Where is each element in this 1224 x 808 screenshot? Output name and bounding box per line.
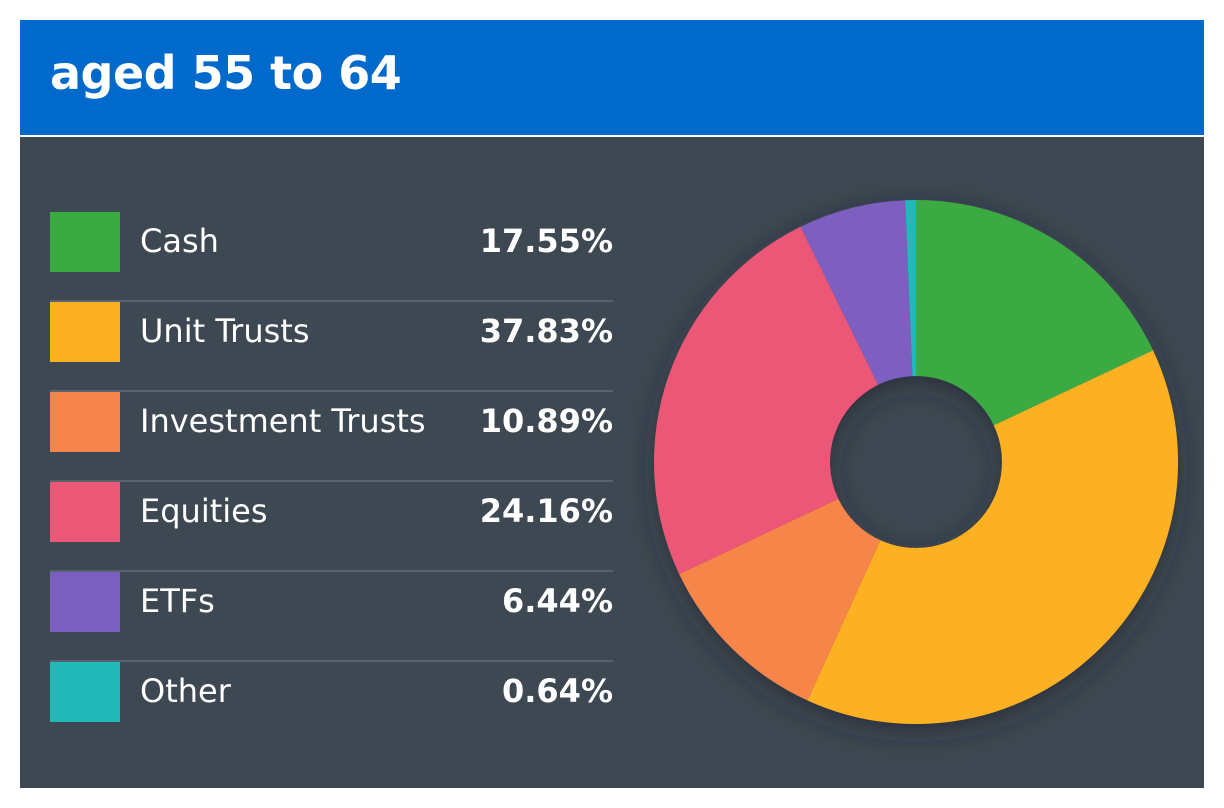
pie-slice-unit-trusts bbox=[807, 350, 1178, 724]
legend-value-unit-trusts: 37.83% bbox=[479, 312, 613, 350]
legend-label-other: Other bbox=[140, 672, 231, 710]
pie-slice-investment-trusts bbox=[679, 498, 881, 701]
card-header: aged 55 to 64 bbox=[20, 20, 1204, 137]
legend-value-investment-trusts: 10.89% bbox=[479, 402, 613, 440]
divider bbox=[50, 660, 613, 662]
legend-value-etfs: 6.44% bbox=[501, 582, 613, 620]
pie-slice-equities bbox=[654, 226, 879, 575]
page-title: aged 55 to 64 bbox=[50, 46, 402, 100]
legend-value-cash: 17.55% bbox=[479, 222, 613, 260]
legend-item-etfs: ETFs 6.44% bbox=[50, 572, 613, 662]
legend: Cash 17.55% Unit Trusts 37.83% Investmen… bbox=[50, 212, 613, 752]
pie-slice-other bbox=[905, 200, 916, 377]
legend-item-other: Other 0.64% bbox=[50, 662, 613, 752]
legend-swatch-investment-trusts bbox=[50, 392, 120, 452]
legend-label-investment-trusts: Investment Trusts bbox=[140, 402, 426, 440]
pie-slice-etfs bbox=[800, 200, 913, 385]
legend-label-equities: Equities bbox=[140, 492, 268, 530]
legend-label-cash: Cash bbox=[140, 222, 219, 260]
divider bbox=[50, 300, 613, 302]
donut-slices bbox=[654, 200, 1178, 724]
legend-item-investment-trusts: Investment Trusts 10.89% bbox=[50, 392, 613, 482]
legend-swatch-other bbox=[50, 662, 120, 722]
divider bbox=[50, 570, 613, 572]
legend-item-cash: Cash 17.55% bbox=[50, 212, 613, 302]
chart-card: aged 55 to 64 Cash 17.55% Unit Trusts 37… bbox=[20, 20, 1204, 788]
legend-value-other: 0.64% bbox=[501, 672, 613, 710]
pie-slice-cash bbox=[916, 200, 1154, 426]
legend-value-equities: 24.16% bbox=[479, 492, 613, 530]
donut-chart-svg bbox=[654, 200, 1178, 724]
legend-swatch-equities bbox=[50, 482, 120, 542]
legend-item-unit-trusts: Unit Trusts 37.83% bbox=[50, 302, 613, 392]
legend-label-etfs: ETFs bbox=[140, 582, 215, 620]
legend-swatch-etfs bbox=[50, 572, 120, 632]
donut-chart bbox=[636, 182, 1196, 742]
legend-item-equities: Equities 24.16% bbox=[50, 482, 613, 572]
divider bbox=[50, 390, 613, 392]
divider bbox=[50, 480, 613, 482]
legend-swatch-unit-trusts bbox=[50, 302, 120, 362]
legend-label-unit-trusts: Unit Trusts bbox=[140, 312, 310, 350]
legend-swatch-cash bbox=[50, 212, 120, 272]
